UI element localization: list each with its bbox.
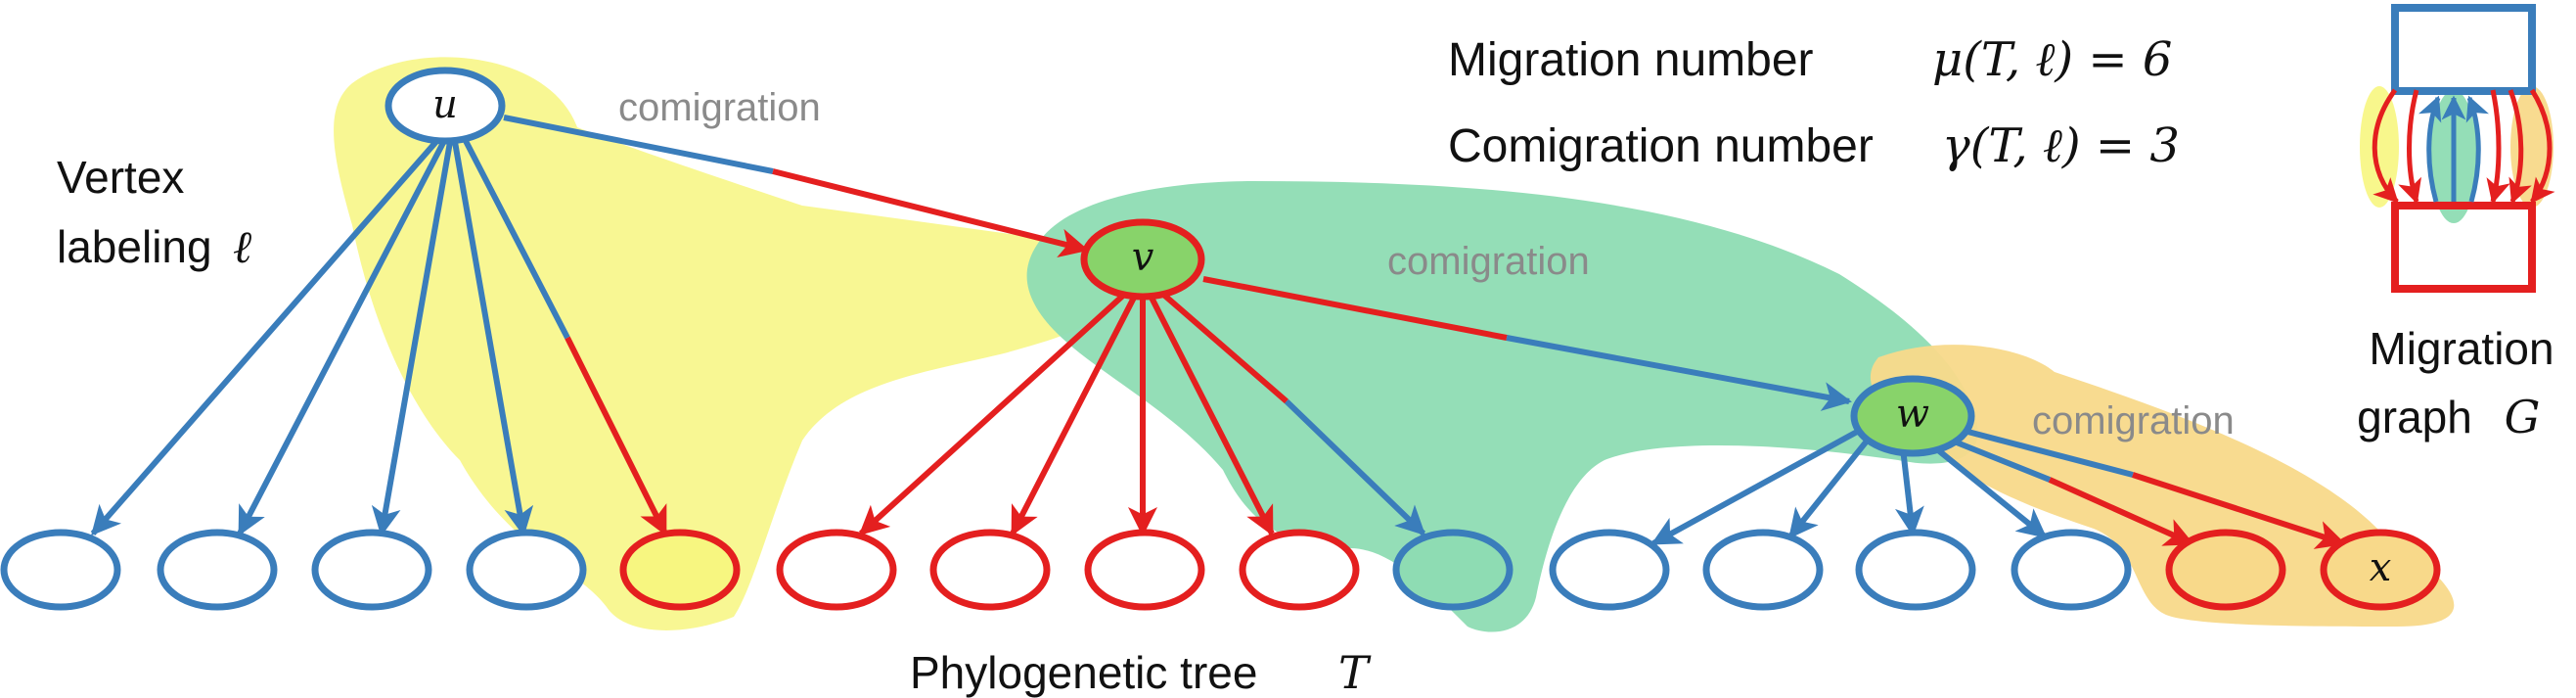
- migration-graph-icon: [2360, 4, 2555, 293]
- vertex-v: [1080, 218, 1205, 301]
- edge-u-leaf5-red: [565, 336, 668, 536]
- leaf-3: [311, 529, 432, 611]
- leaf-14: [2011, 529, 2132, 611]
- leaf-4: [466, 529, 587, 611]
- edge-u-v-blue: [503, 115, 774, 174]
- leaf-6: [776, 529, 897, 611]
- edge-u-leaf1: [90, 135, 443, 536]
- leaf-x: [2320, 529, 2441, 611]
- migration-graph-line1: Migration: [2369, 323, 2553, 374]
- edge-w-leaf13: [1895, 447, 1924, 536]
- migration-number-formula: μ(T, ℓ) = 6: [1932, 32, 2172, 87]
- leaf-7: [929, 529, 1051, 611]
- edge-w-leaf12: [1787, 437, 1872, 539]
- leaf-13: [1855, 529, 1976, 611]
- vertex-w-label: w: [1896, 392, 1929, 437]
- comigration-number-formula: γ(T, ℓ) = 3: [1942, 118, 2180, 173]
- leaf-12: [1702, 529, 1824, 611]
- edge-u-leaf5-blue: [462, 137, 570, 340]
- vertex-labeling-line2: labeling: [57, 221, 212, 272]
- comigration-number-text: Comigration number: [1448, 120, 1874, 172]
- edge-u-v-red: [772, 168, 1089, 258]
- leaf-9: [1239, 529, 1360, 611]
- edge-w-leaf11: [1650, 428, 1861, 546]
- phylogenetic-tree-symbol: T: [1338, 646, 1372, 698]
- leaf-5: [619, 529, 741, 611]
- edge-w-leaf14: [1930, 442, 2048, 539]
- vertex-u-label: u: [432, 82, 458, 127]
- leaf-1: [0, 529, 121, 611]
- edge-u-leaf4: [452, 141, 534, 536]
- comigration-label-1: comigration: [618, 86, 821, 129]
- comigration-label-2: comigration: [1387, 240, 1590, 283]
- vertex-u: [384, 67, 506, 145]
- migration-number-text: Migration number: [1448, 34, 1814, 86]
- edge-v-w-blue: [1506, 335, 1852, 411]
- comigration-label-3: comigration: [2032, 399, 2235, 442]
- edge-v-leaf9: [1148, 294, 1275, 536]
- edge-v-w-red: [1202, 276, 1508, 341]
- edge-v-leaf7: [1010, 294, 1138, 536]
- leaf-2: [157, 529, 278, 611]
- leaf-10: [1392, 529, 1514, 611]
- edge-u-leaf2: [237, 137, 448, 536]
- phylogenetic-tree-caption: Phylogenetic tree: [910, 647, 1257, 698]
- leaf-x-label: x: [2370, 545, 2392, 590]
- leaf-8: [1084, 529, 1205, 611]
- edge-w-leaf15-blue: [1945, 436, 2052, 483]
- vertex-w: [1850, 375, 1975, 457]
- vertex-labeling-symbol: ℓ: [233, 220, 252, 273]
- leaf-15: [2165, 529, 2286, 611]
- migration-graph-symbol: G: [2505, 391, 2541, 443]
- migration-graph-line2: graph: [2357, 392, 2472, 442]
- edge-u-leaf3: [371, 141, 453, 536]
- vertex-labeling-line1: Vertex: [57, 152, 184, 203]
- edge-v-leaf10-blue: [1284, 398, 1426, 536]
- yellow-comigration-region: [334, 57, 1126, 630]
- edge-v-leaf6: [858, 291, 1128, 536]
- vertex-v-label: v: [1132, 235, 1154, 280]
- edge-w-x-red: [2132, 472, 2346, 549]
- edge-w-leaf15-red: [2048, 477, 2194, 546]
- leaf-11: [1549, 529, 1670, 611]
- edge-v-leaf10-red: [1158, 289, 1288, 404]
- edge-w-x-blue: [1956, 426, 2134, 478]
